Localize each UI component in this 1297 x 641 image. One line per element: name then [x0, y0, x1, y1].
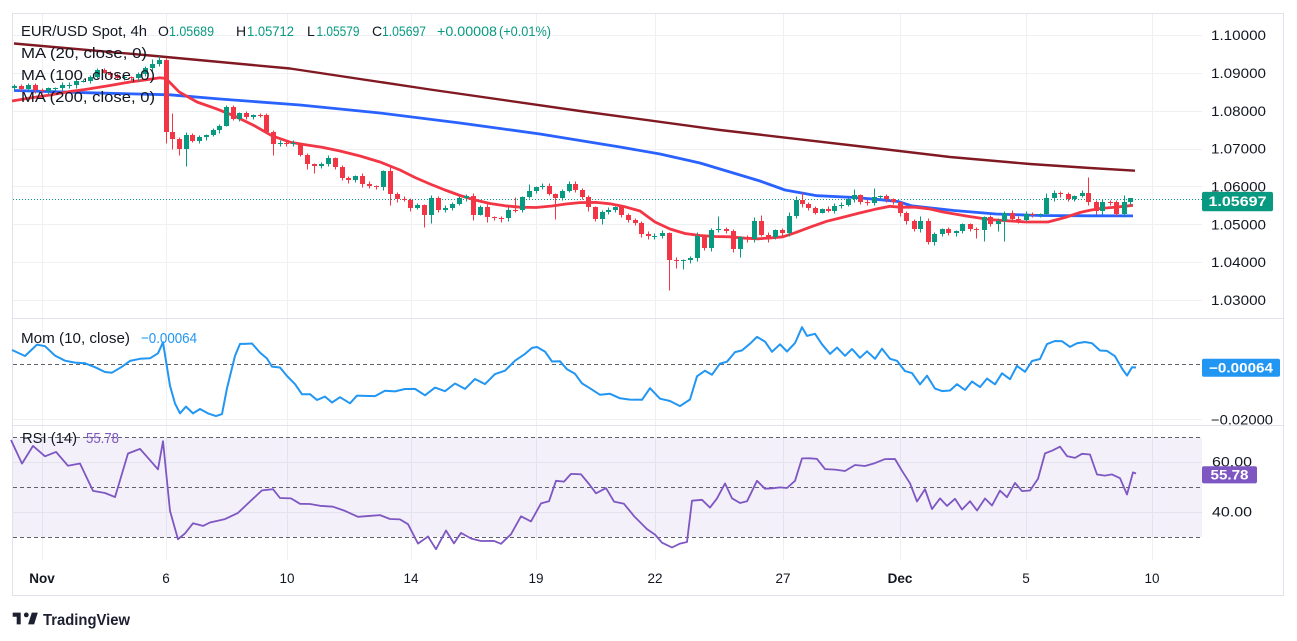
svg-text:+0.00008: +0.00008: [437, 23, 497, 39]
svg-text:55.78: 55.78: [86, 430, 119, 447]
svg-text:5: 5: [1022, 571, 1030, 586]
svg-text:1.04000: 1.04000: [1211, 255, 1266, 270]
svg-text:1.05579: 1.05579: [317, 23, 360, 39]
svg-text:1.03000: 1.03000: [1211, 293, 1266, 308]
svg-text:22: 22: [647, 571, 662, 586]
svg-text:Mom (10, close): Mom (10, close): [21, 330, 130, 347]
svg-text:1.07000: 1.07000: [1211, 142, 1266, 157]
svg-text:H: H: [236, 23, 246, 39]
svg-text:C: C: [372, 23, 382, 39]
svg-text:MA (200, close, 0): MA (200, close, 0): [21, 89, 155, 106]
svg-text:10: 10: [1144, 571, 1159, 586]
svg-text:O: O: [158, 23, 169, 39]
svg-text:1.06000: 1.06000: [1211, 180, 1266, 195]
svg-text:EUR/USD Spot, 4h: EUR/USD Spot, 4h: [21, 23, 147, 40]
svg-text:1.05000: 1.05000: [1211, 217, 1266, 232]
svg-text:10: 10: [279, 571, 294, 586]
svg-text:14: 14: [403, 571, 419, 586]
svg-text:1.05712: 1.05712: [247, 23, 294, 39]
svg-text:1.05697: 1.05697: [1209, 194, 1267, 209]
svg-text:1.08000: 1.08000: [1211, 104, 1266, 119]
svg-text:−0.00064: −0.00064: [1209, 360, 1274, 375]
svg-text:L: L: [307, 23, 315, 39]
svg-text:1.09000: 1.09000: [1211, 66, 1266, 81]
svg-text:27: 27: [775, 571, 790, 586]
svg-text:6: 6: [162, 571, 170, 586]
svg-text:TradingView: TradingView: [43, 612, 131, 629]
svg-text:19: 19: [528, 571, 543, 586]
svg-text:1.05697: 1.05697: [382, 23, 426, 39]
svg-text:55.78: 55.78: [1211, 468, 1250, 483]
svg-text:−0.00064: −0.00064: [141, 330, 197, 347]
svg-text:40.00: 40.00: [1212, 505, 1252, 520]
svg-text:MA (100, close, 0): MA (100, close, 0): [21, 67, 155, 84]
svg-text:Nov: Nov: [29, 571, 55, 586]
svg-text:1.10000: 1.10000: [1211, 28, 1266, 43]
svg-text:−0.02000: −0.02000: [1211, 412, 1273, 427]
svg-text:Dec: Dec: [888, 571, 913, 586]
svg-text:RSI (14): RSI (14): [22, 430, 77, 447]
svg-text:MA (20, close, 0): MA (20, close, 0): [21, 45, 147, 62]
svg-text:1.05689: 1.05689: [169, 23, 214, 39]
svg-text:(+0.01%): (+0.01%): [499, 23, 551, 39]
svg-text:60.00: 60.00: [1212, 455, 1252, 470]
